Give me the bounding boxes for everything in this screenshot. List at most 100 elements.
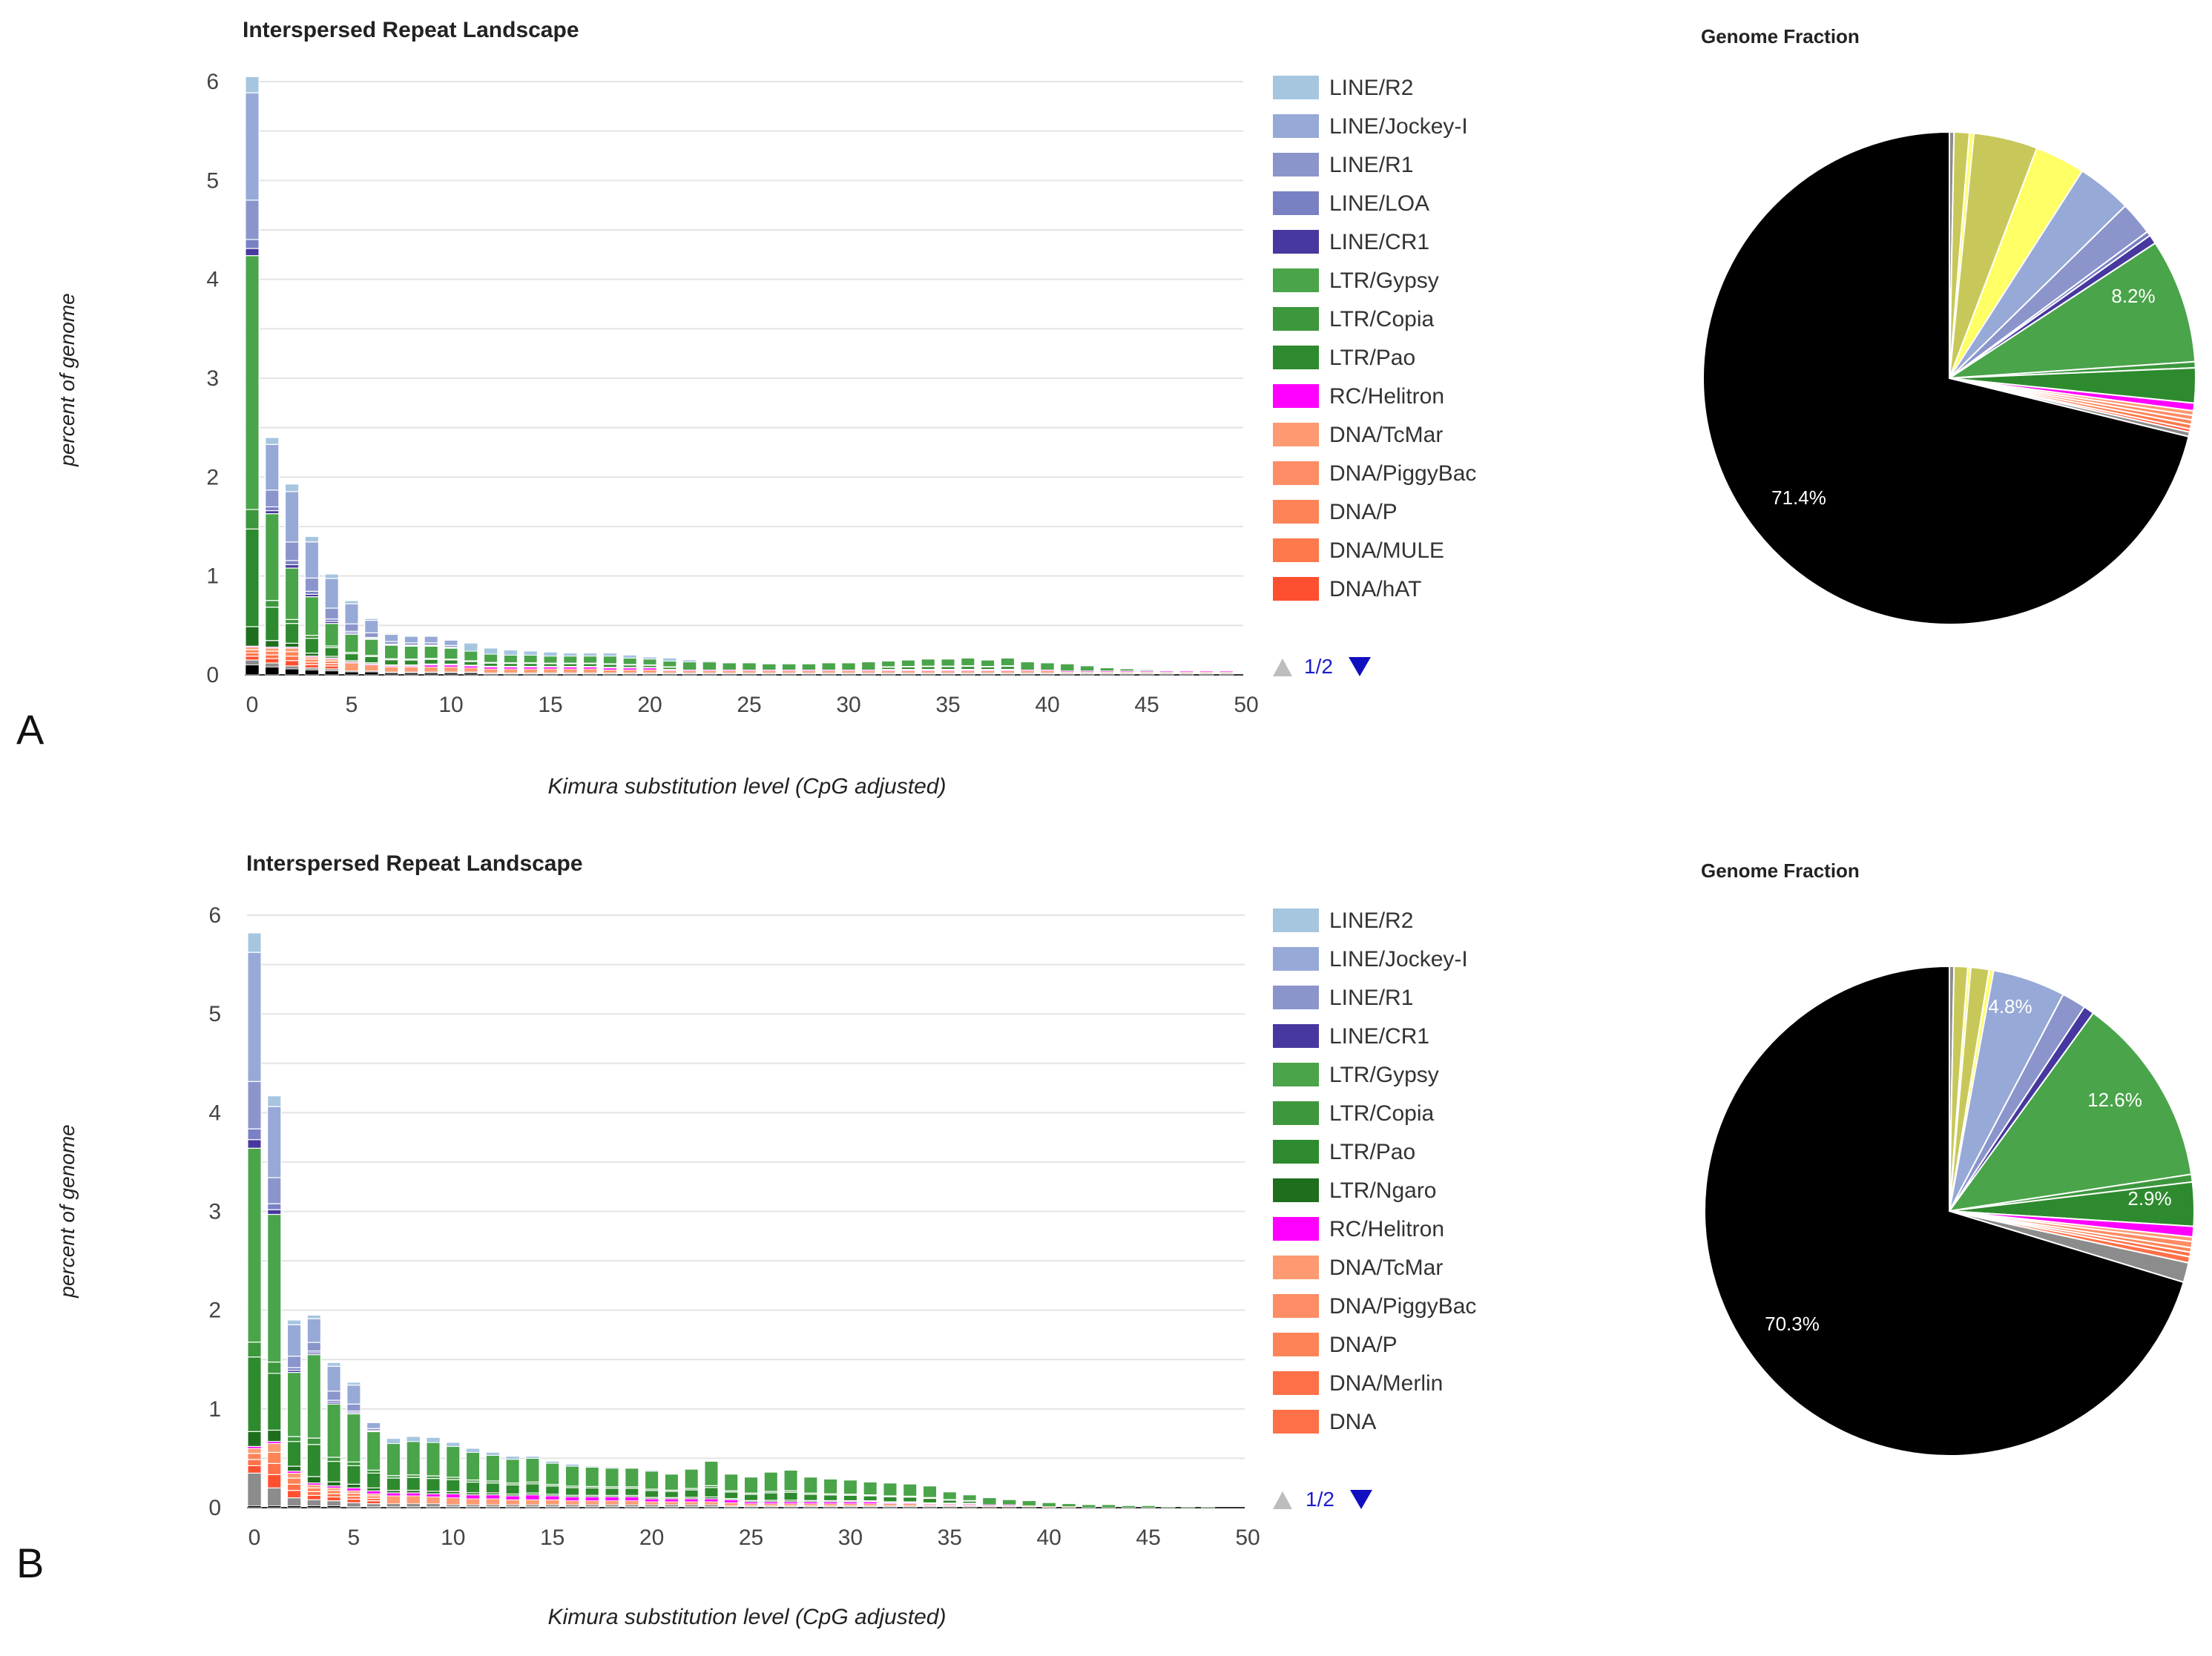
legend-prev-page-icon[interactable] — [1273, 1491, 1292, 1509]
bar-segment — [505, 1459, 520, 1484]
bar-segment — [564, 1464, 579, 1467]
bar-segment — [702, 662, 717, 670]
bar-segment — [544, 1485, 560, 1495]
y-tick-label: 2 — [208, 1299, 221, 1323]
y-tick-label: 5 — [208, 1002, 221, 1026]
pie-slice-label: 4.8% — [1988, 995, 2032, 1017]
y-tick-label: 6 — [206, 70, 219, 94]
bar-segment — [304, 664, 320, 669]
bar-segment — [642, 669, 657, 673]
bar-segment — [1199, 670, 1214, 673]
legend-label: DNA/MULE — [1329, 538, 1444, 563]
bar-segment — [523, 654, 538, 664]
bar-segment — [1119, 668, 1134, 672]
x-tick-label: 10 — [441, 1525, 465, 1550]
bar-segment — [704, 1487, 719, 1498]
bar-segment — [682, 662, 697, 670]
bar-segment — [304, 590, 320, 596]
bar-segment — [286, 1319, 302, 1325]
bar-segment — [682, 670, 697, 673]
bar-segment — [466, 1498, 481, 1505]
bar-segment — [863, 1495, 878, 1502]
bar-segment — [306, 1487, 322, 1492]
legend-swatch — [1273, 577, 1319, 601]
bar-segment — [644, 1471, 659, 1490]
bar-segment — [346, 1403, 361, 1412]
x-axis-label: Kimura substitution level (CpG adjusted) — [548, 1605, 947, 1629]
bar-segment — [543, 651, 558, 657]
legend-label: DNA/PiggyBac — [1329, 461, 1476, 486]
bar-segment — [344, 603, 359, 624]
bar-segment — [265, 600, 280, 608]
bar-segment — [324, 607, 339, 620]
bar-segment — [386, 1442, 401, 1477]
bar-segment — [901, 670, 915, 673]
bar-segment — [326, 1391, 341, 1401]
legend-swatch — [1273, 307, 1319, 331]
bar-segment — [841, 670, 856, 673]
bar-segment — [364, 671, 379, 676]
bar-segment — [702, 670, 717, 673]
bar-segment — [446, 1497, 461, 1505]
bar-segment — [446, 1445, 461, 1478]
bar-segment — [645, 1469, 659, 1472]
bar-segment — [585, 1465, 599, 1468]
legend-swatch — [1273, 538, 1319, 562]
legend-swatch — [1273, 153, 1319, 177]
y-axis-label: percent of genome — [56, 293, 79, 467]
legend-label: RC/Helitron — [1329, 384, 1444, 409]
bar-segment — [1181, 1506, 1196, 1508]
bar-segment — [384, 633, 399, 642]
bar-segment — [364, 664, 379, 672]
bar-segment — [286, 1371, 302, 1437]
bar-segment — [265, 607, 280, 641]
bar-segment — [1040, 662, 1055, 670]
legend-label: DNA/TcMar — [1329, 1256, 1443, 1280]
bar-segment — [265, 513, 280, 601]
bar-segment — [602, 669, 617, 673]
bar-segment — [444, 647, 458, 660]
bar-segment — [366, 1431, 381, 1471]
legend-swatch — [1273, 1294, 1319, 1318]
bar-segment — [247, 1431, 262, 1448]
legend-prev-page-icon[interactable] — [1273, 659, 1292, 676]
x-tick-label: 0 — [246, 693, 259, 717]
legend: LINE/R2 LINE/Jockey-I LINE/R1 LINE/CR1 LTR/G… — [1273, 908, 1476, 1434]
bar-segment — [525, 1483, 540, 1494]
bar-segment — [245, 647, 260, 650]
y-tick-label: 6 — [208, 903, 221, 928]
bar-segment — [803, 1494, 818, 1501]
bar-segment — [404, 666, 418, 673]
x-tick-label: 40 — [1037, 1525, 1061, 1550]
bar-segment — [386, 1477, 401, 1491]
bar-segment — [245, 528, 260, 627]
bar-segment — [324, 623, 339, 647]
bar-segment — [625, 1488, 639, 1497]
bar-segment — [883, 1496, 898, 1502]
bar-segment — [245, 509, 260, 530]
legend-next-page-icon[interactable] — [1350, 1490, 1372, 1509]
bar-segment — [465, 1481, 481, 1494]
bar-segment — [404, 645, 419, 660]
bar-segment — [1121, 1505, 1136, 1508]
bar-segment — [466, 1448, 481, 1453]
bar-segment — [326, 1487, 341, 1491]
bar-segment — [1020, 670, 1035, 673]
bar-segment — [982, 1497, 997, 1505]
bar-segment — [366, 1422, 381, 1429]
bar-segment — [823, 1478, 838, 1494]
bar-segment — [284, 651, 300, 657]
bar-segment — [645, 1501, 659, 1505]
bar-segment — [564, 1500, 579, 1505]
bar-segment — [1200, 1506, 1215, 1508]
bar-segment — [881, 670, 896, 673]
bar-segment — [284, 567, 300, 620]
legend-next-page-icon[interactable] — [1349, 657, 1371, 676]
bar-segment — [861, 662, 876, 670]
bar-segment — [245, 255, 260, 510]
bar-segment — [324, 659, 339, 662]
bar-segment — [245, 239, 260, 249]
bar-segment — [961, 657, 975, 667]
stacked-bars — [247, 932, 1215, 1508]
